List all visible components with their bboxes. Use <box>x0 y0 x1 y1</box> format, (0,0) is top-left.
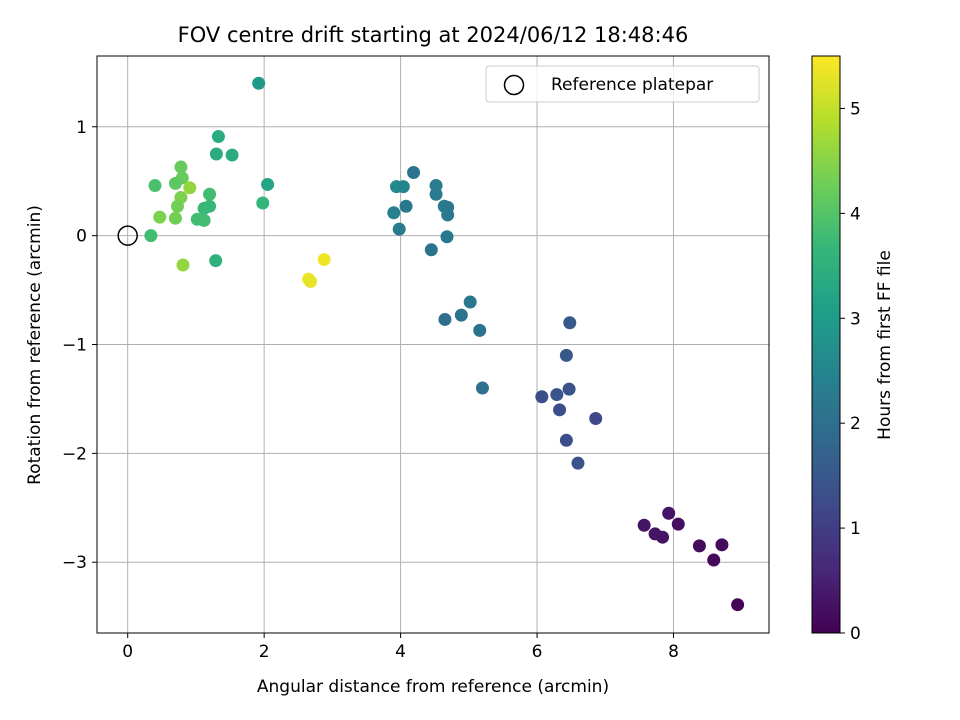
x-tick-label: 2 <box>259 642 270 662</box>
data-point <box>438 312 452 326</box>
x-axis: 0 2 4 6 8 <box>122 633 679 662</box>
colorbar-ticks: 0 1 2 3 4 5 <box>840 99 861 644</box>
data-point <box>153 210 167 224</box>
data-point <box>211 130 225 144</box>
data-point <box>174 160 188 174</box>
data-point <box>168 176 182 190</box>
data-point <box>562 382 576 396</box>
data-point <box>144 229 158 243</box>
data-point <box>692 539 706 553</box>
legend-box <box>485 65 760 103</box>
data-point <box>148 179 162 193</box>
grid <box>97 56 769 633</box>
data-point <box>396 180 410 194</box>
data-point <box>553 403 567 417</box>
y-axis-label: Rotation from reference (arcmin) <box>25 205 45 485</box>
data-point <box>407 165 421 179</box>
colorbar-tick-label: 0 <box>850 624 861 644</box>
y-tick-label: −1 <box>62 336 87 356</box>
data-point <box>463 295 477 309</box>
data-point <box>387 206 401 220</box>
data-point <box>473 323 487 337</box>
colorbar-gradient <box>812 56 840 633</box>
legend: Reference platepar <box>485 65 760 103</box>
colorbar: 0 1 2 3 4 5 Hours from first FF file <box>811 55 895 644</box>
data-point <box>304 274 318 288</box>
legend-label-reference: Reference platepar <box>551 75 713 95</box>
data-point <box>589 412 603 426</box>
y-tick-label: −3 <box>62 553 87 573</box>
data-point <box>256 196 270 210</box>
data-point <box>197 213 211 227</box>
legend-marker-open-circle <box>503 74 525 96</box>
colorbar-tick-label: 5 <box>850 99 861 119</box>
data-point <box>559 348 573 362</box>
x-tick-label: 4 <box>395 642 406 662</box>
y-tick-label: 1 <box>76 118 87 138</box>
data-point <box>252 76 266 90</box>
data-point <box>424 243 438 257</box>
data-point <box>662 506 676 520</box>
colorbar-tick-label: 1 <box>850 519 861 539</box>
data-point <box>392 222 406 236</box>
data-point <box>707 553 721 567</box>
data-point <box>168 211 182 225</box>
data-point <box>475 381 489 395</box>
data-point <box>535 390 549 404</box>
data-point <box>571 456 585 470</box>
data-point <box>550 388 564 402</box>
colorbar-label: Hours from first FF file <box>875 250 895 440</box>
data-point <box>671 517 685 531</box>
data-point <box>637 518 651 532</box>
data-point <box>261 177 275 191</box>
colorbar-tick-label: 2 <box>850 414 861 434</box>
data-point <box>440 230 454 244</box>
colorbar-tick-label: 4 <box>850 204 861 224</box>
x-tick-label: 6 <box>532 642 543 662</box>
y-axis: 1 0 −1 −2 −3 <box>62 118 97 573</box>
colorbar-frame <box>811 55 841 634</box>
data-point <box>454 308 468 322</box>
data-point <box>656 530 670 544</box>
data-point <box>176 258 190 272</box>
colorbar-tick-label: 3 <box>850 309 861 329</box>
reference-platepar-marker <box>117 225 138 246</box>
data-point <box>731 598 745 612</box>
data-points <box>144 76 745 612</box>
y-tick-label: 0 <box>76 227 87 247</box>
data-point <box>715 538 729 552</box>
chart-title: FOV centre drift starting at 2024/06/12 … <box>178 23 689 47</box>
data-point <box>197 201 211 215</box>
data-point <box>399 199 413 213</box>
data-point <box>203 187 217 201</box>
data-point <box>429 187 443 201</box>
x-tick-label: 8 <box>668 642 679 662</box>
data-point <box>225 148 239 162</box>
data-point <box>559 433 573 447</box>
x-tick-label: 0 <box>122 642 133 662</box>
data-point <box>209 254 223 268</box>
data-point <box>209 147 223 161</box>
data-point <box>441 208 455 222</box>
reference-layer <box>117 225 138 246</box>
data-point <box>183 181 197 195</box>
x-axis-label: Angular distance from reference (arcmin) <box>257 677 609 697</box>
data-point <box>317 253 331 267</box>
data-point <box>171 199 185 213</box>
data-point <box>563 316 577 330</box>
y-tick-label: −2 <box>62 444 87 464</box>
